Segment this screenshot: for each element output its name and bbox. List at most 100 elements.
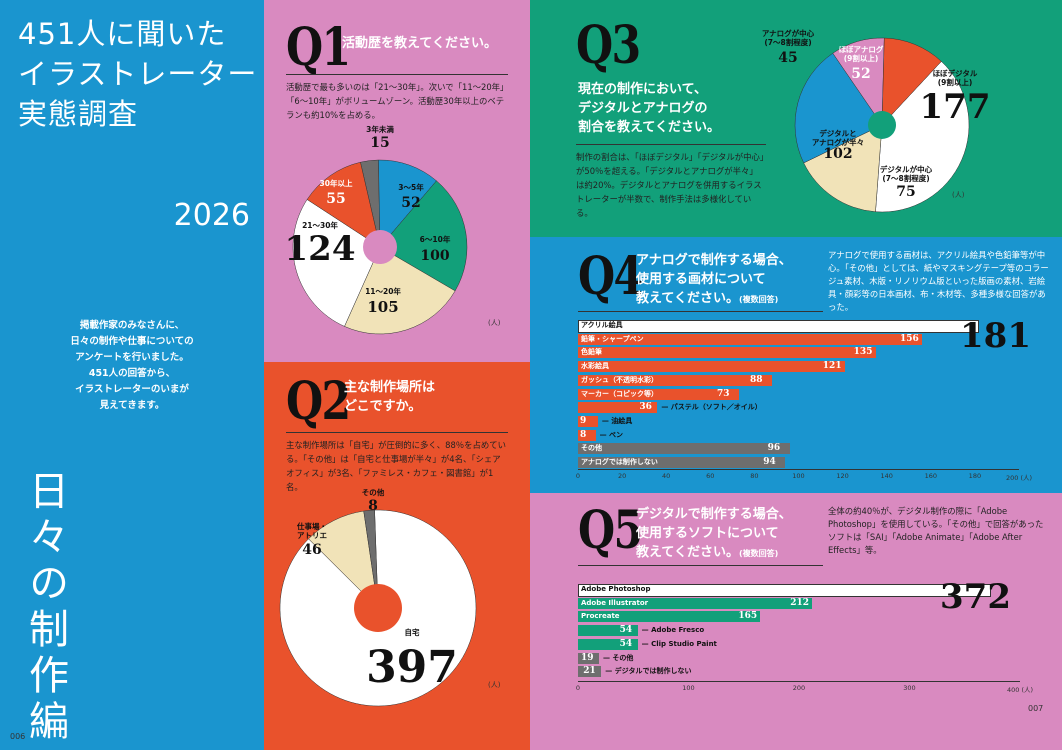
- q4-x-tick: 60: [706, 472, 715, 480]
- q1-slice-value: 100: [420, 248, 449, 264]
- q4-bar-value: 94: [763, 457, 776, 467]
- q3-slice-value: 45: [778, 50, 797, 66]
- q4-panel: Q4 アナログで制作する場合、 使用する画材について 教えてください。(複数回答…: [530, 237, 1062, 493]
- q4-bar: [578, 457, 786, 468]
- q2-panel: Q2 主な制作場所は どこですか。 主な制作場所は「自宅」が圧倒的に多く、88％…: [264, 362, 530, 750]
- q2-slice-value: 46: [302, 542, 321, 558]
- q1-slice: [379, 180, 468, 292]
- survey-title: 451人に聞いた イラストレーター 実態調査: [18, 14, 257, 134]
- q3-slice-value: 102: [823, 146, 852, 162]
- q2-slice-label: 自宅: [405, 627, 420, 637]
- intro-line: イラストレーターのいまが: [75, 384, 189, 395]
- q4-question-line: 使用する画材について: [636, 272, 766, 287]
- q5-question-line: 使用するソフトについて: [636, 526, 779, 541]
- intro-text: 掲載作家のみなさんに、 日々の制作や仕事についての アンケートを行いました。 4…: [0, 318, 264, 414]
- q4-bar-value: 73: [716, 388, 730, 399]
- q4-bar-value: 135: [853, 347, 873, 358]
- q3-labels: ほぼデジタル(9割以上)177デジタルが中心(7〜8割程度)75デジタルとアナロ…: [762, 28, 991, 200]
- cover-panel: 451人に聞いた イラストレーター 実態調査 2026 掲載作家のみなさんに、 …: [0, 0, 264, 750]
- q4-bar-label: マーカー（コピック等）: [581, 389, 658, 398]
- q4-bar: [578, 333, 922, 345]
- q5-bar-label: — Clip Studio Paint: [641, 639, 717, 648]
- q3-body: 制作の割合は、「ほぼデジタル」「デジタルが中心」が50％を超える。「デジタルとア…: [576, 152, 765, 218]
- q5-x-tick: 300: [903, 684, 916, 692]
- q4-question-last: 教えてください。: [636, 291, 739, 306]
- q1-panel: Q1 活動歴を教えてください。 活動歴で最も多いのは「21〜30年」。次いで「1…: [264, 0, 530, 362]
- q1-slice: [306, 161, 381, 248]
- q1-unit: (人): [488, 319, 501, 327]
- title-line: 実態調査: [18, 97, 139, 131]
- q5-x-tick: 100: [682, 684, 695, 692]
- intro-line: アンケートを行いました。: [75, 352, 189, 363]
- q1-slice-value: 105: [367, 298, 398, 316]
- q1-slice-label: 3年未満: [366, 124, 394, 134]
- q2-question: 主な制作場所は どこですか。: [344, 378, 435, 416]
- q4-bar-chart: アクリル絵具 181 鉛筆・シャープペン 156 色鉛筆 135 水彩絵具 121 ガッシュ（不…: [530, 237, 1062, 493]
- q5-bar-label: Adobe Illustrator: [581, 598, 649, 607]
- q4-bar: [578, 374, 773, 386]
- q4-bar-label: その他: [581, 444, 602, 453]
- q3-slice: [794, 52, 883, 164]
- q2-slice-label: 仕事場・: [296, 521, 327, 531]
- q4-x-tick: 20: [617, 472, 627, 480]
- q1-rule: [286, 74, 508, 75]
- q1-slice-label: 30年以上: [320, 178, 353, 188]
- q4-x-tick: 140: [880, 472, 893, 480]
- q4-bar-label: — ペン: [599, 430, 624, 439]
- q5-note: (複数回答): [738, 549, 779, 558]
- q4-bar-label: 鉛筆・シャープペン: [581, 334, 644, 343]
- q1-slice-label: 21〜30年: [302, 220, 338, 230]
- q5-question: デジタルで制作する場合、 使用するソフトについて 教えてください。(複数回答): [636, 505, 792, 563]
- q5-bar-label: — その他: [602, 653, 634, 662]
- q5-number: Q5: [578, 500, 643, 561]
- q3-slices: [794, 37, 970, 213]
- q4-bar-label: 水彩絵具: [581, 362, 609, 371]
- q3-slice: [875, 61, 970, 213]
- q1-slice: [292, 199, 381, 327]
- q5-bar: [578, 611, 761, 623]
- q2-unit: (人): [488, 681, 501, 689]
- q2-number: Q2: [286, 371, 351, 432]
- q4-bar-label: — 油絵具: [601, 416, 633, 425]
- q5-rule: [578, 565, 823, 566]
- q5-bar: [578, 584, 992, 597]
- q4-bar-label: — パステル（ソフト／オイル）: [661, 403, 762, 412]
- q4-x-tick: 160: [924, 472, 938, 480]
- q3-slice-label: (9割以上): [844, 53, 879, 63]
- q2-slice-value: 397: [366, 642, 458, 693]
- q1-number: Q1: [286, 17, 351, 78]
- q5-bar: [578, 666, 602, 678]
- q1-slice-value: 124: [285, 229, 356, 269]
- page-number-left: 006: [10, 732, 26, 741]
- q5-bar: [578, 597, 813, 609]
- q1-question: 活動歴を教えてください。: [342, 36, 497, 51]
- q5-bar-label: Procreate: [581, 612, 620, 621]
- q3-slice-label: デジタルが中心: [880, 164, 933, 174]
- q5-bar-value: 372: [940, 577, 1011, 617]
- q4-bar-value: 8: [580, 429, 587, 440]
- q4-bar-value: 96: [767, 443, 781, 454]
- q4-bar: [578, 347, 876, 359]
- q4-number: Q4: [578, 246, 643, 307]
- q3-pie-chart: ほぼデジタル(9割以上)177デジタルが中心(7〜8割程度)75デジタルとアナロ…: [762, 28, 991, 213]
- intro-line: 見えてきます。: [99, 400, 165, 411]
- q4-question-line: アナログで制作する場合、: [636, 253, 792, 268]
- q1-slice-label: 11〜20年: [365, 286, 401, 296]
- q3-question-line: デジタルとアナログの: [578, 101, 708, 116]
- q3-slice-value: 75: [896, 184, 915, 200]
- q4-body: アナログで使用する画材は、アクリル絵具や色鉛筆等が中心。「その他」としては、紙や…: [828, 250, 1049, 312]
- q3-slice-label: ほぼデジタル: [933, 68, 978, 78]
- q4-x-tick: 40: [662, 472, 671, 480]
- q2-slice-label: その他: [362, 487, 385, 497]
- q5-bar-value: 212: [790, 597, 810, 608]
- q4-bar: [578, 361, 845, 373]
- q5-question-line: デジタルで制作する場合、: [636, 507, 792, 522]
- q4-x-tick: 80: [750, 472, 759, 480]
- q3-question: 現在の制作において、 デジタルとアナログの 割合を教えてください。: [578, 80, 720, 137]
- q3-panel: Q3 現在の制作において、 デジタルとアナログの 割合を教えてください。 制作の…: [530, 0, 1062, 237]
- q5-bar-value: 21: [583, 666, 596, 677]
- q3-number: Q3: [576, 15, 641, 76]
